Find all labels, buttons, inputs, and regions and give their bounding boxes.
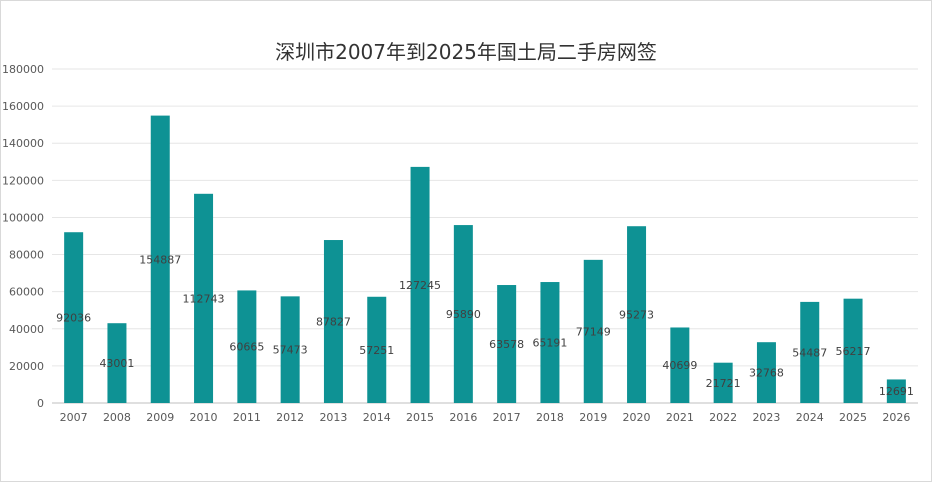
x-tick-label: 2007 — [60, 411, 88, 424]
bar — [194, 193, 214, 403]
data-label: 112743 — [183, 292, 225, 305]
bar — [583, 259, 603, 403]
data-label: 77149 — [576, 325, 611, 338]
y-tick-label: 100000 — [2, 211, 44, 224]
x-tick-label: 2026 — [882, 411, 910, 424]
x-tick-label: 2018 — [536, 411, 564, 424]
bar — [107, 323, 127, 403]
bar — [843, 298, 863, 403]
data-label: 56217 — [836, 345, 871, 358]
chart-title: 深圳市2007年到2025年国土局二手房网签 — [275, 40, 657, 64]
x-tick-label: 2010 — [190, 411, 218, 424]
x-tick-label: 2020 — [623, 411, 651, 424]
bar — [713, 362, 733, 403]
bar — [627, 226, 647, 403]
x-axis-ticks: 2007 2008 2009 2010 2011 2012 2013 2014 2015 2016… — [60, 411, 911, 424]
data-label: 63578 — [489, 338, 524, 351]
bar — [756, 342, 776, 403]
x-tick-label: 2015 — [406, 411, 434, 424]
x-tick-label: 2011 — [233, 411, 261, 424]
bar — [237, 290, 257, 403]
data-label: 95890 — [446, 308, 481, 321]
bar — [886, 379, 906, 403]
x-tick-label: 2024 — [796, 411, 824, 424]
y-axis-ticks: 0 20000 40000 60000 80000 100000 120000 140000 1… — [2, 63, 44, 410]
data-label: 12691 — [879, 385, 914, 398]
data-label: 43001 — [99, 357, 134, 370]
y-tick-label: 160000 — [2, 100, 44, 113]
data-label: 54487 — [792, 346, 827, 359]
y-tick-label: 0 — [37, 397, 44, 410]
y-tick-label: 120000 — [2, 174, 44, 187]
x-tick-label: 2022 — [709, 411, 737, 424]
bar — [64, 232, 84, 403]
bar — [453, 225, 473, 403]
bars — [64, 115, 906, 403]
y-tick-label: 140000 — [2, 137, 44, 150]
data-label: 57251 — [359, 344, 394, 357]
data-label: 95273 — [619, 309, 654, 322]
bar — [150, 115, 170, 403]
y-tick-label: 40000 — [9, 323, 44, 336]
bar — [540, 282, 560, 403]
x-tick-label: 2019 — [579, 411, 607, 424]
bar — [280, 296, 300, 403]
data-label: 57473 — [273, 344, 308, 357]
bar — [670, 327, 690, 403]
x-tick-label: 2023 — [752, 411, 780, 424]
bar — [323, 240, 343, 403]
x-tick-label: 2013 — [319, 411, 347, 424]
x-tick-label: 2014 — [363, 411, 391, 424]
data-label: 87827 — [316, 316, 351, 329]
data-labels: 92036 43001 154887 112743 60665 57473 87827 572… — [56, 253, 914, 398]
data-label: 65191 — [532, 337, 567, 350]
y-tick-label: 20000 — [9, 360, 44, 373]
x-tick-label: 2012 — [276, 411, 304, 424]
x-tick-label: 2017 — [493, 411, 521, 424]
bar — [800, 301, 820, 403]
x-tick-label: 2025 — [839, 411, 867, 424]
data-label: 21721 — [706, 377, 741, 390]
x-tick-label: 2008 — [103, 411, 131, 424]
gridlines — [52, 68, 918, 404]
data-label: 154887 — [139, 253, 181, 266]
y-tick-label: 60000 — [9, 286, 44, 299]
data-label: 40699 — [662, 359, 697, 372]
data-label: 60665 — [229, 341, 264, 354]
y-tick-label: 80000 — [9, 249, 44, 262]
x-tick-label: 2009 — [146, 411, 174, 424]
data-label: 92036 — [56, 312, 91, 325]
data-label: 127245 — [399, 279, 441, 292]
bar — [410, 166, 430, 403]
data-label: 32768 — [749, 367, 784, 380]
bar — [497, 285, 517, 403]
bar — [367, 296, 387, 403]
x-tick-label: 2016 — [449, 411, 477, 424]
x-tick-label: 2021 — [666, 411, 694, 424]
y-tick-label: 180000 — [2, 63, 44, 76]
